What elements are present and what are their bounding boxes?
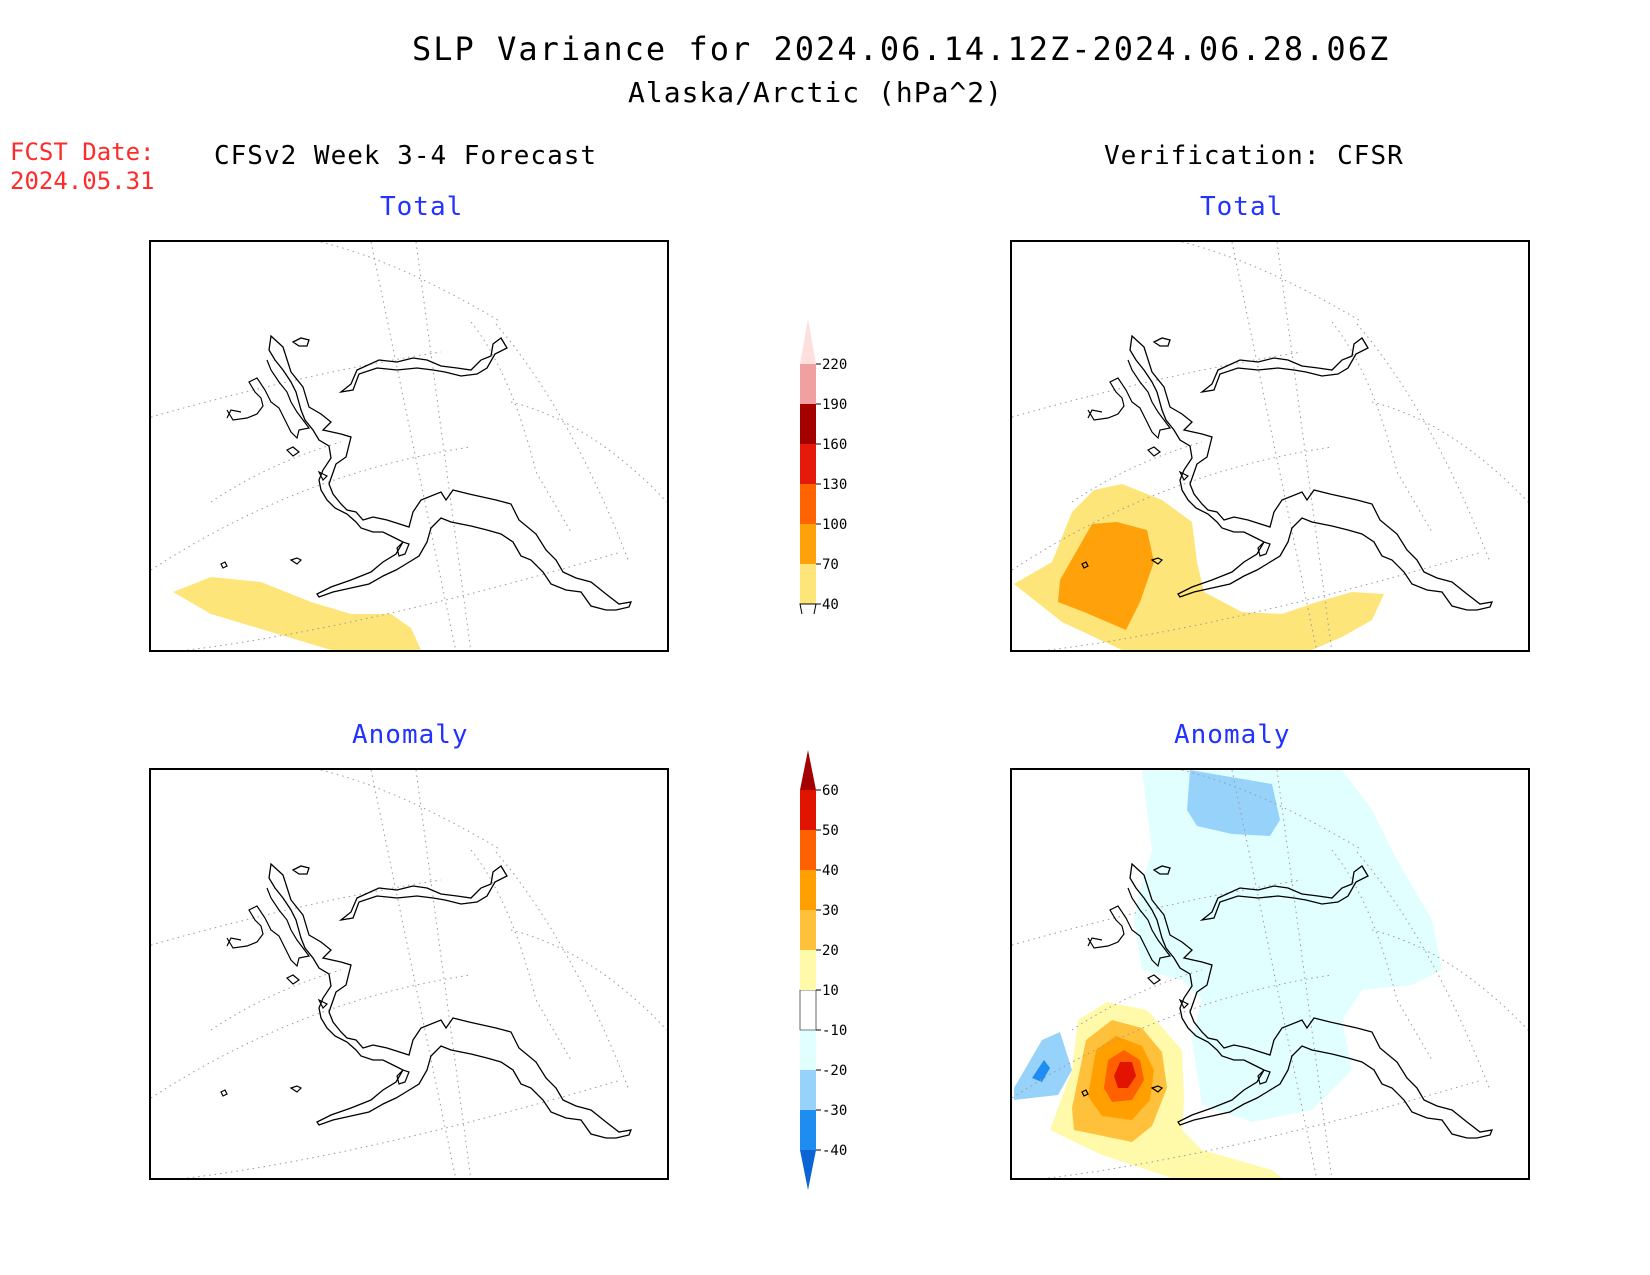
colorbar-tick-label: 160 bbox=[822, 437, 847, 453]
forecast-anomaly-map bbox=[149, 768, 669, 1180]
colorbar-segment bbox=[800, 444, 816, 484]
graticule-line bbox=[1231, 770, 1318, 1178]
anomaly-50-shading bbox=[1114, 1062, 1136, 1088]
alaska-coastline bbox=[1129, 862, 1494, 1139]
alaska-coastline bbox=[268, 334, 633, 611]
fcst-date-value: 2024.05.31 bbox=[10, 167, 155, 195]
graticule-line bbox=[210, 969, 342, 1031]
colorbar-segment bbox=[800, 319, 816, 364]
colorbar-segment bbox=[800, 524, 816, 564]
colorbar-segment bbox=[799, 989, 817, 1031]
colorbar-segment bbox=[800, 910, 816, 950]
anomaly-negative-10-shading bbox=[1134, 770, 1442, 1122]
colorbar-tick-label: 100 bbox=[822, 517, 847, 533]
graticule-line bbox=[151, 974, 472, 1099]
island-outlines bbox=[220, 446, 410, 569]
colorbar-tick-label: 20 bbox=[822, 943, 839, 959]
island-outlines bbox=[1081, 446, 1271, 569]
russia-coastline bbox=[226, 887, 311, 968]
total-colorbar: 40 70 100 130 160 190 220 bbox=[799, 319, 847, 614]
verification-total-map bbox=[1010, 240, 1530, 652]
verification-anomaly-label: Anomaly bbox=[1174, 720, 1291, 750]
forecast-total-label: Total bbox=[380, 192, 464, 222]
forecast-column-title: CFSv2 Week 3-4 Forecast bbox=[214, 141, 598, 171]
graticule-line bbox=[415, 770, 472, 1178]
fcst-date-label: FCST Date: bbox=[10, 138, 155, 166]
colorbar-segment bbox=[800, 484, 816, 524]
colorbar-segment bbox=[800, 790, 816, 830]
colorbar-tick-label: -20 bbox=[822, 1063, 847, 1079]
colorbar-tick-label: 220 bbox=[822, 357, 847, 373]
graticule-line bbox=[1276, 242, 1333, 650]
graticule-line bbox=[510, 929, 667, 1031]
colorbar-segment bbox=[800, 1030, 816, 1070]
forecast-total-map bbox=[149, 240, 669, 652]
colorbar-segment bbox=[800, 364, 816, 404]
anomaly-negative-20-shading bbox=[1187, 770, 1280, 836]
colorbar-extension bbox=[799, 603, 817, 614]
colorbar-tick-label: 60 bbox=[822, 783, 839, 799]
island-outlines bbox=[220, 974, 410, 1097]
colorbar-tick-label: 40 bbox=[822, 863, 839, 879]
colorbar-tick-label: 70 bbox=[822, 557, 839, 573]
variance-40-shading bbox=[173, 577, 421, 650]
graticule-line bbox=[151, 446, 472, 571]
colorbar-tick-label: 40 bbox=[822, 597, 839, 613]
graticule-line bbox=[1231, 242, 1318, 650]
chart-title: SLP Variance for 2024.06.14.12Z-2024.06.… bbox=[412, 30, 1391, 68]
colorbar-segment bbox=[800, 1150, 816, 1190]
graticule-line bbox=[1181, 242, 1363, 323]
graticule-line bbox=[1356, 323, 1491, 563]
colorbar-segment bbox=[800, 750, 816, 790]
graticule-line bbox=[1071, 441, 1203, 503]
anomaly-negative-30-west-shading bbox=[1032, 1060, 1050, 1082]
colorbar-tick-label: 30 bbox=[822, 903, 839, 919]
graticule-line bbox=[495, 851, 630, 1091]
verification-column-title: Verification: CFSR bbox=[1104, 141, 1404, 171]
colorbar-tick-label: -40 bbox=[822, 1143, 847, 1159]
graticule-line bbox=[1071, 969, 1203, 1031]
colorbar-segment bbox=[800, 564, 816, 604]
anomaly-colorbar: -40 -30 -20 -10 10 20 30 40 50 60 bbox=[799, 750, 847, 1190]
graticule-line bbox=[495, 323, 630, 563]
graticule-line bbox=[370, 242, 457, 650]
graticule-line bbox=[370, 770, 457, 1178]
colorbar-segment bbox=[800, 404, 816, 444]
verification-total-label: Total bbox=[1200, 192, 1284, 222]
graticule-line bbox=[210, 441, 342, 503]
russia-coastline bbox=[1087, 887, 1172, 968]
graticule-line bbox=[470, 849, 572, 1061]
russia-coastline bbox=[226, 359, 311, 440]
graticule-line bbox=[1331, 849, 1433, 1061]
graticule-line bbox=[320, 770, 502, 851]
graticule-line bbox=[415, 242, 472, 650]
alaska-coastline bbox=[268, 862, 633, 1139]
colorbar-segment bbox=[800, 870, 816, 910]
graticule-line bbox=[320, 242, 502, 323]
island-outlines bbox=[1081, 974, 1271, 1097]
colorbar-tick-label: -30 bbox=[822, 1103, 847, 1119]
colorbar-tick-label: 10 bbox=[822, 983, 839, 999]
colorbar-segment bbox=[800, 830, 816, 870]
colorbar-tick-label: 130 bbox=[822, 477, 847, 493]
colorbar-segment bbox=[800, 1110, 816, 1150]
colorbar-segment bbox=[800, 950, 816, 990]
colorbar-segment bbox=[800, 1070, 816, 1110]
colorbar-tick-label: -10 bbox=[822, 1023, 847, 1039]
chart-subtitle: Alaska/Arctic (hPa^2) bbox=[628, 76, 1004, 109]
colorbar-tick-label: 50 bbox=[822, 823, 839, 839]
russia-coastline bbox=[1087, 359, 1172, 440]
colorbar-tick-label: 190 bbox=[822, 397, 847, 413]
graticule-line bbox=[1331, 321, 1433, 533]
forecast-anomaly-label: Anomaly bbox=[352, 720, 469, 750]
graticule-line bbox=[470, 321, 572, 533]
graticule-line bbox=[510, 401, 667, 503]
verification-anomaly-map bbox=[1010, 768, 1530, 1180]
graticule-line bbox=[183, 1079, 622, 1178]
alaska-coastline bbox=[1129, 334, 1494, 611]
variance-70-shading bbox=[1058, 522, 1154, 630]
graticule-line bbox=[1371, 401, 1528, 503]
